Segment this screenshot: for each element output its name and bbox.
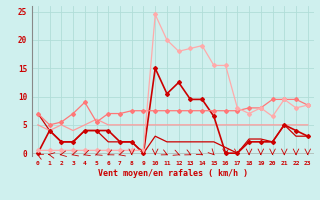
- X-axis label: Vent moyen/en rafales ( km/h ): Vent moyen/en rafales ( km/h ): [98, 169, 248, 178]
